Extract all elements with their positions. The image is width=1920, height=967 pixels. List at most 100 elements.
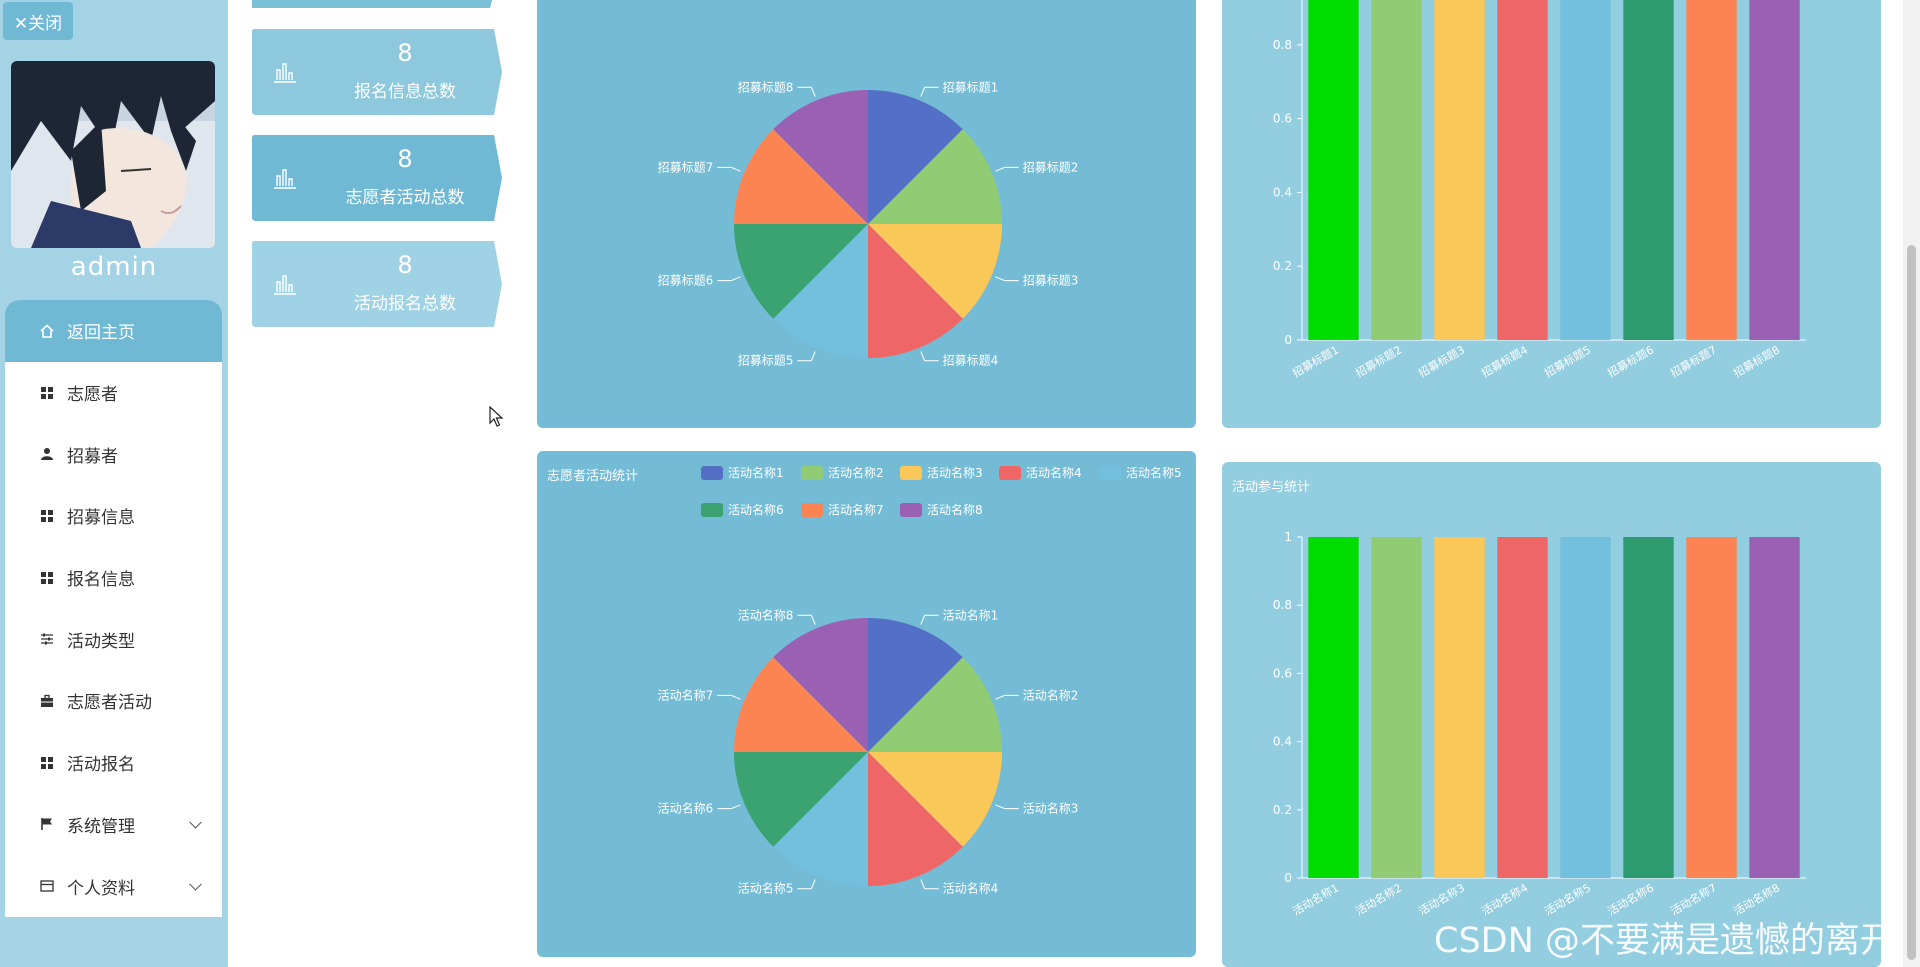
pie-label: 招募标题2 [1023, 160, 1079, 174]
bar[interactable] [1371, 0, 1422, 340]
bar[interactable] [1434, 0, 1485, 340]
pie-slice[interactable] [868, 90, 963, 224]
pie-label-line [797, 879, 816, 890]
close-button-label: ✕关闭 [13, 13, 63, 34]
pie-slice[interactable] [868, 752, 1002, 847]
pie-slice[interactable] [773, 224, 868, 358]
pie-label: 招募标题1 [943, 80, 999, 94]
pie-slice[interactable] [773, 752, 868, 886]
menu-item-home[interactable]: 返回主页 [5, 300, 222, 362]
bar[interactable] [1371, 537, 1422, 878]
pie-label-line [995, 694, 1019, 700]
bar[interactable] [1623, 0, 1674, 340]
pie-slice[interactable] [734, 657, 868, 752]
pie-label-line [995, 804, 1019, 810]
legend-swatch[interactable] [801, 466, 823, 480]
bar[interactable] [1560, 0, 1611, 340]
pie-slice[interactable] [773, 90, 868, 224]
legend-label[interactable]: 活动名称8 [927, 502, 983, 517]
pie-label: 活动名称4 [943, 881, 999, 896]
pie-label: 招募标题4 [943, 354, 999, 368]
pie-slice[interactable] [734, 224, 868, 319]
scrollbar[interactable] [1903, 0, 1920, 967]
pie-slice[interactable] [868, 224, 963, 358]
x-tick-label: 招募标题5 [1542, 342, 1593, 380]
menu-item-label: 招募者 [67, 446, 118, 467]
menu-item-recruit-info[interactable]: 招募信息 [5, 485, 222, 547]
menu-item-activity-signup[interactable]: 活动报名 [5, 732, 222, 794]
bar[interactable] [1497, 537, 1548, 878]
pie-slice[interactable] [868, 618, 963, 752]
menu-item-recruiter[interactable]: 招募者 [5, 423, 222, 485]
bar[interactable] [1623, 537, 1674, 878]
legend-label[interactable]: 活动名称3 [927, 465, 983, 480]
menu-item-system-management[interactable]: 系统管理 [5, 794, 222, 856]
bar[interactable] [1497, 0, 1548, 340]
menu-item-volunteer[interactable]: 志愿者 [5, 362, 222, 424]
activity-pie-chart: 活动名称1 活动名称2 活动名称3 活动名称4 活动名称5 活动名称6 活动名称7 活动名称8… [658, 465, 1182, 896]
chart-title: 志愿者活动统计 [547, 469, 639, 484]
bar[interactable] [1308, 537, 1359, 878]
close-button[interactable]: ✕关闭 [3, 2, 73, 40]
y-tick-label: 0.4 [1273, 735, 1292, 749]
bar[interactable] [1686, 537, 1737, 878]
pie-label: 招募标题3 [1023, 274, 1079, 288]
chart-title: 活动参与统计 [1232, 480, 1311, 495]
legend-label[interactable]: 活动名称6 [728, 502, 784, 517]
pie-slice[interactable] [734, 752, 868, 847]
pie-slice[interactable] [868, 224, 1002, 319]
menu-item-volunteer-activity[interactable]: 志愿者活动 [5, 670, 222, 732]
legend-swatch[interactable] [900, 503, 922, 517]
chevron-down-icon[interactable] [189, 877, 202, 891]
menu-item-label: 招募信息 [67, 508, 135, 529]
pie-label-line [920, 351, 939, 362]
pie-slice[interactable] [773, 618, 868, 752]
legend-label[interactable]: 活动名称5 [1126, 465, 1182, 480]
pie-slice[interactable] [734, 129, 868, 224]
pie-slice[interactable] [868, 129, 1002, 224]
pie-label-line [797, 351, 816, 362]
pie-label-line [920, 86, 939, 97]
card-icon [39, 878, 55, 894]
legend-label[interactable]: 活动名称1 [728, 465, 784, 480]
bar[interactable] [1434, 537, 1485, 878]
stat-value: 8 [397, 39, 413, 67]
pie-label: 招募标题5 [738, 354, 794, 368]
chevron-down-icon[interactable] [189, 816, 202, 829]
pie-label-line [717, 694, 741, 700]
bar[interactable] [1560, 537, 1611, 878]
x-tick-label: 招募标题2 [1353, 342, 1404, 380]
grid-icon [39, 508, 55, 524]
y-tick-label: 0.6 [1273, 666, 1292, 680]
grid-icon [39, 570, 55, 586]
y-tick-label: 0 [1284, 871, 1292, 885]
activity-pie-panel: 志愿者活动统计 活动名称1 活动名称2 活动名称3 活动名称4 活动名称5 活动名称6 活动… [537, 451, 1196, 957]
legend-label[interactable]: 活动名称7 [828, 502, 884, 517]
pie-slice[interactable] [868, 752, 963, 886]
legend-swatch[interactable] [1099, 466, 1121, 480]
menu-item-signup-info[interactable]: 报名信息 [5, 547, 222, 609]
bar[interactable] [1749, 537, 1800, 878]
menu-item-label: 活动报名 [67, 755, 135, 776]
stat-card-signup-total: 8 报名信息总数 [250, 27, 504, 117]
grid-icon [39, 755, 55, 771]
pie-label-line [797, 614, 816, 625]
legend-label[interactable]: 活动名称4 [1026, 465, 1082, 480]
legend-label[interactable]: 活动名称2 [828, 465, 884, 480]
legend-swatch[interactable] [701, 466, 723, 480]
bar[interactable] [1686, 0, 1737, 340]
legend-swatch[interactable] [900, 466, 922, 480]
pie-label-line [717, 166, 741, 172]
pie-slice[interactable] [868, 657, 1002, 752]
x-tick-label: 招募标题1 [1290, 342, 1341, 380]
bar[interactable] [1749, 0, 1800, 340]
scroll-thumb[interactable] [1907, 245, 1916, 960]
stat-value: 8 [397, 145, 413, 173]
legend-swatch[interactable] [801, 503, 823, 517]
legend-swatch[interactable] [701, 503, 723, 517]
bar[interactable] [1308, 0, 1359, 340]
legend-swatch[interactable] [999, 466, 1021, 480]
menu-item-activity-type[interactable]: 活动类型 [5, 608, 222, 670]
activity-bar-panel: 活动参与统计 0 0.2 0.4 0.6 0.8 1 活动名称1 活动名称2 活动名称3 活动名称… [1222, 462, 1881, 967]
menu-item-profile[interactable]: 个人资料 [5, 855, 222, 917]
